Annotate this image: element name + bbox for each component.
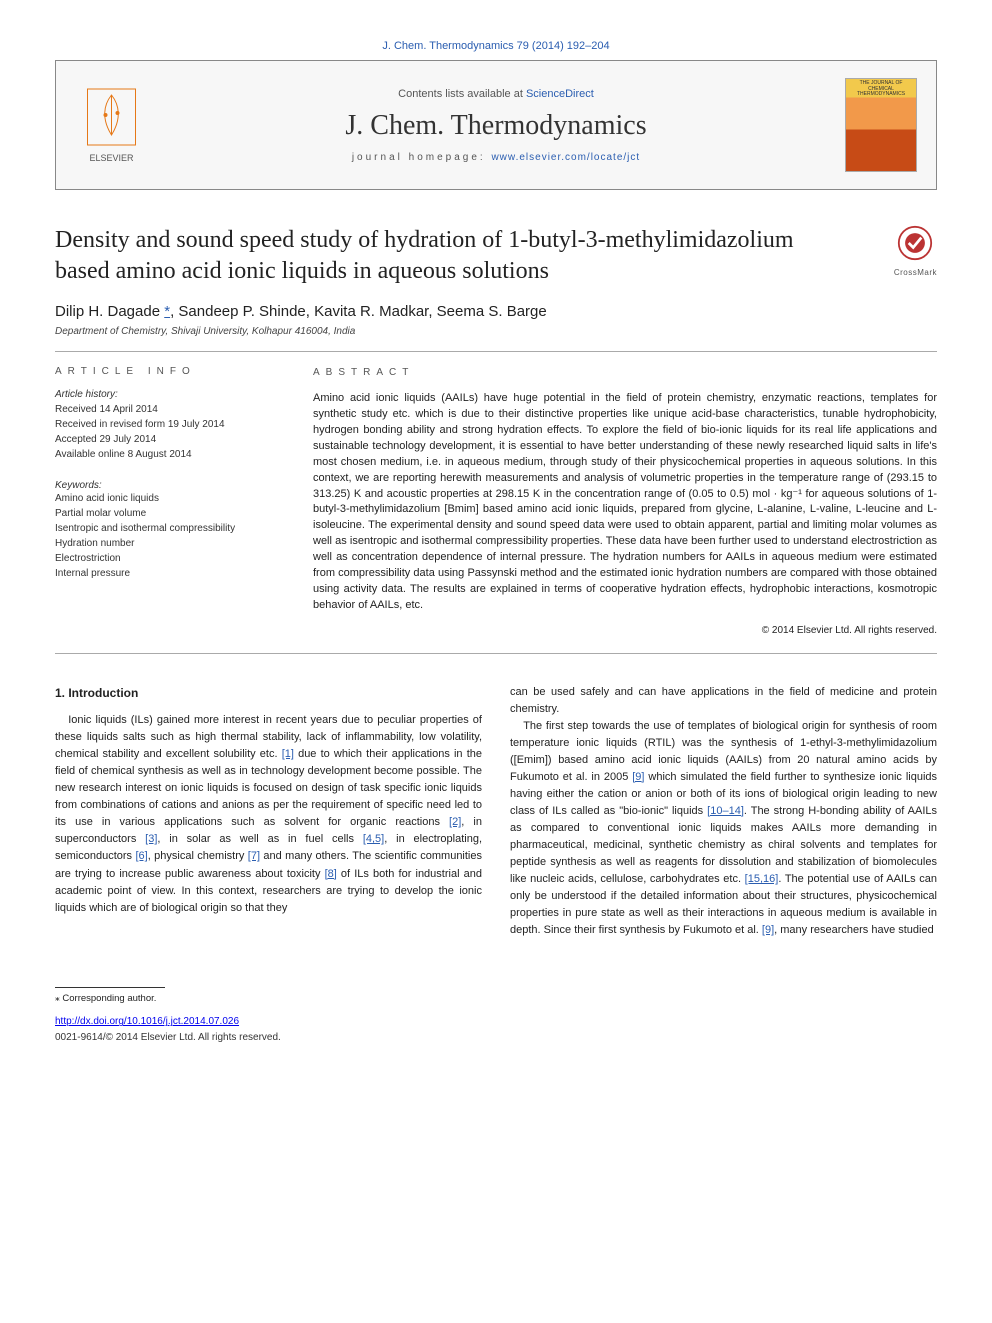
history-online: Available online 8 August 2014 bbox=[55, 447, 285, 462]
author-4: Seema S. Barge bbox=[437, 303, 547, 320]
keyword: Internal pressure bbox=[55, 566, 285, 581]
issn-copyright: 0021-9614/© 2014 Elsevier Ltd. All right… bbox=[55, 1030, 482, 1046]
contents-line: Contents lists available at ScienceDirec… bbox=[398, 88, 594, 100]
ref-15-16-link[interactable]: [15,16] bbox=[745, 873, 779, 885]
section-1-heading: 1. Introduction bbox=[55, 684, 482, 703]
contents-prefix: Contents lists available at bbox=[398, 88, 526, 100]
intro-para-1: Ionic liquids (ILs) gained more interest… bbox=[55, 712, 482, 917]
keywords-list: Amino acid ionic liquids Partial molar v… bbox=[55, 491, 285, 581]
rule-bottom bbox=[55, 653, 937, 654]
ref-8-link[interactable]: [8] bbox=[325, 868, 337, 880]
keyword: Hydration number bbox=[55, 536, 285, 551]
keyword: Partial molar volume bbox=[55, 506, 285, 521]
history-accepted: Accepted 29 July 2014 bbox=[55, 432, 285, 447]
keyword: Isentropic and isothermal compressibilit… bbox=[55, 521, 285, 536]
abstract-column: abstract Amino acid ionic liquids (AAILs… bbox=[313, 366, 937, 638]
journal-title: J. Chem. Thermodynamics bbox=[345, 110, 646, 142]
ref-10-14-link[interactable]: [10–14] bbox=[707, 805, 744, 817]
history-received: Received 14 April 2014 bbox=[55, 402, 285, 417]
affiliation: Department of Chemistry, Shivaji Univers… bbox=[55, 326, 937, 337]
author-1: Dilip H. Dagade * bbox=[55, 303, 170, 320]
journal-cover-thumb: THE JOURNAL OF CHEMICAL THERMODYNAMICS bbox=[826, 61, 936, 189]
ref-6-link[interactable]: [6] bbox=[135, 850, 147, 862]
ref-9-link[interactable]: [9] bbox=[632, 771, 644, 783]
footnote-rule bbox=[55, 987, 165, 988]
intro-para-1-cont: can be used safely and can have applicat… bbox=[510, 684, 937, 718]
corresponding-asterisk[interactable]: * bbox=[164, 303, 170, 320]
history-revised: Received in revised form 19 July 2014 bbox=[55, 417, 285, 432]
ref-1-link[interactable]: [1] bbox=[282, 748, 294, 760]
doi-link[interactable]: http://dx.doi.org/10.1016/j.jct.2014.07.… bbox=[55, 1016, 239, 1027]
abstract-copyright: © 2014 Elsevier Ltd. All rights reserved… bbox=[313, 624, 937, 639]
author-3: Kavita R. Madkar bbox=[314, 303, 428, 320]
corresponding-note: ⁎ Corresponding author. bbox=[55, 992, 482, 1007]
homepage-line: journal homepage: www.elsevier.com/locat… bbox=[352, 152, 640, 163]
ref-7-link[interactable]: [7] bbox=[248, 850, 260, 862]
article-title: Density and sound speed study of hydrati… bbox=[55, 225, 835, 287]
crossmark-badge[interactable]: CrossMark bbox=[894, 225, 937, 277]
intro-para-2: The first step towards the use of templa… bbox=[510, 718, 937, 940]
keyword: Amino acid ionic liquids bbox=[55, 491, 285, 506]
ref-2-link[interactable]: [2] bbox=[449, 816, 461, 828]
article-info-column: article info Article history: Received 1… bbox=[55, 366, 285, 638]
crossmark-label: CrossMark bbox=[894, 268, 937, 277]
homepage-label: journal homepage: bbox=[352, 152, 492, 163]
ref-4-5-link[interactable]: [4,5] bbox=[363, 833, 384, 845]
sciencedirect-link[interactable]: ScienceDirect bbox=[526, 88, 594, 100]
abstract-body: Amino acid ionic liquids (AAILs) have hu… bbox=[313, 391, 937, 614]
author-2: Sandeep P. Shinde bbox=[178, 303, 305, 320]
ref-9b-link[interactable]: [9] bbox=[762, 924, 774, 936]
rule-top bbox=[55, 351, 937, 352]
body-col-right: can be used safely and can have applicat… bbox=[510, 684, 937, 1046]
article-info-heading: article info bbox=[55, 366, 285, 377]
citation-line: J. Chem. Thermodynamics 79 (2014) 192–20… bbox=[55, 40, 937, 52]
publisher-logo: ELSEVIER bbox=[56, 61, 166, 189]
cover-thumb-text: THE JOURNAL OF CHEMICAL THERMODYNAMICS bbox=[846, 79, 916, 100]
keywords-label: Keywords: bbox=[55, 480, 285, 491]
body-col-left: 1. Introduction Ionic liquids (ILs) gain… bbox=[55, 684, 482, 1046]
abstract-heading: abstract bbox=[313, 366, 937, 381]
homepage-link[interactable]: www.elsevier.com/locate/jct bbox=[491, 152, 640, 163]
ref-3-link[interactable]: [3] bbox=[145, 833, 157, 845]
keyword: Electrostriction bbox=[55, 551, 285, 566]
publisher-logo-text: ELSEVIER bbox=[89, 153, 134, 163]
history-label: Article history: bbox=[55, 387, 285, 402]
journal-masthead: ELSEVIER Contents lists available at Sci… bbox=[55, 60, 937, 190]
author-list: Dilip H. Dagade *, Sandeep P. Shinde, Ka… bbox=[55, 303, 937, 320]
